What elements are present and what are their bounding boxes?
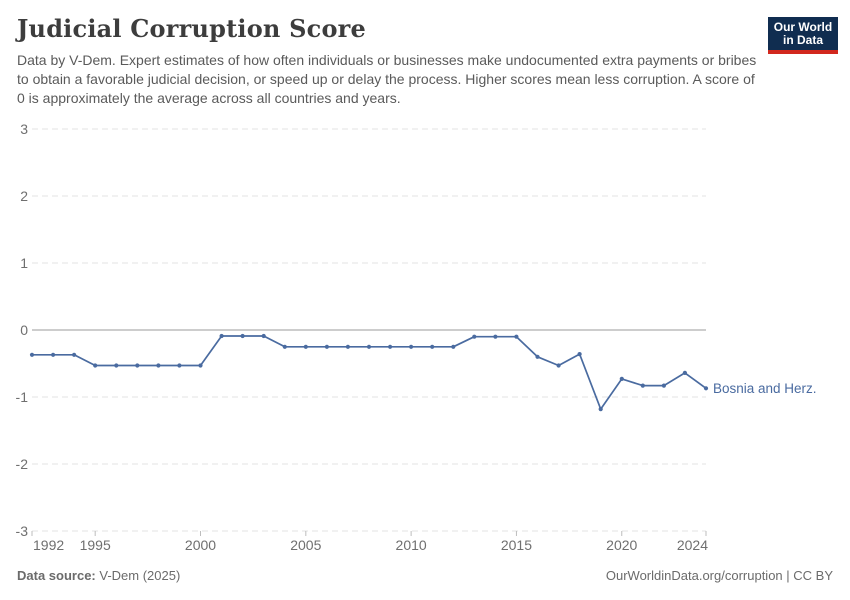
x-tick-label: 2024 [677,537,708,553]
data-point [430,344,435,349]
data-point [703,386,709,391]
y-tick-label: -1 [16,389,29,405]
y-tick-label: 3 [20,121,28,137]
data-point [261,333,266,339]
data-point [472,334,477,339]
data-point [324,344,329,349]
data-point [514,334,519,339]
chart-footer: Data source: V-Dem (2025) OurWorldinData… [17,568,833,583]
data-point [51,352,56,357]
data-point [114,363,119,368]
data-point [93,363,98,368]
x-tick-label: 2020 [606,537,637,553]
data-point [556,363,561,368]
data-point [366,344,372,349]
data-point [640,383,645,388]
data-point [619,376,624,381]
y-tick-label: 0 [20,322,28,338]
x-tick-label: 2010 [396,537,427,553]
credits-link[interactable]: OurWorldinData.org/corruption | CC BY [605,568,833,583]
y-tick-label: -2 [16,456,29,472]
data-point [577,352,582,357]
data-point [598,407,603,412]
data-source-value: V-Dem (2025) [95,568,181,583]
data-point [29,352,35,357]
owid-logo-line1: Our World [773,20,833,34]
x-tick-label: 1992 [33,537,64,553]
data-point [535,354,540,359]
x-tick-label: 2005 [290,537,321,553]
data-point [682,370,688,375]
data-point [451,344,456,349]
data-point [388,344,393,349]
data-point [303,344,308,349]
data-point [661,383,667,388]
data-point [219,333,224,339]
data-point [409,344,414,349]
chart-title: Judicial Corruption Score [17,14,366,43]
x-tick-label: 2000 [185,537,216,553]
owid-logo-line2: in Data [782,33,823,47]
data-point [493,334,498,339]
data-point [198,363,203,368]
data-point [240,333,245,339]
data-source-label: Data source: [17,568,96,583]
data-point [72,352,77,357]
y-tick-label: 2 [20,188,28,204]
x-tick-label: 1995 [80,537,111,553]
data-point [135,363,140,368]
y-tick-label: 1 [20,255,28,271]
chart-subtitle: Data by V-Dem. Expert estimates of how o… [17,52,757,106]
owid-logo[interactable]: Our World in Data [768,17,838,54]
data-point [177,363,182,368]
x-tick-label: 2015 [501,537,532,553]
series-entity-label: Bosnia and Herz. [713,381,817,396]
data-point [345,344,350,349]
data-point [156,363,161,368]
y-tick-label: -3 [16,523,29,539]
data-source-note: Data source: V-Dem (2025) [17,568,180,583]
data-point [282,344,287,349]
